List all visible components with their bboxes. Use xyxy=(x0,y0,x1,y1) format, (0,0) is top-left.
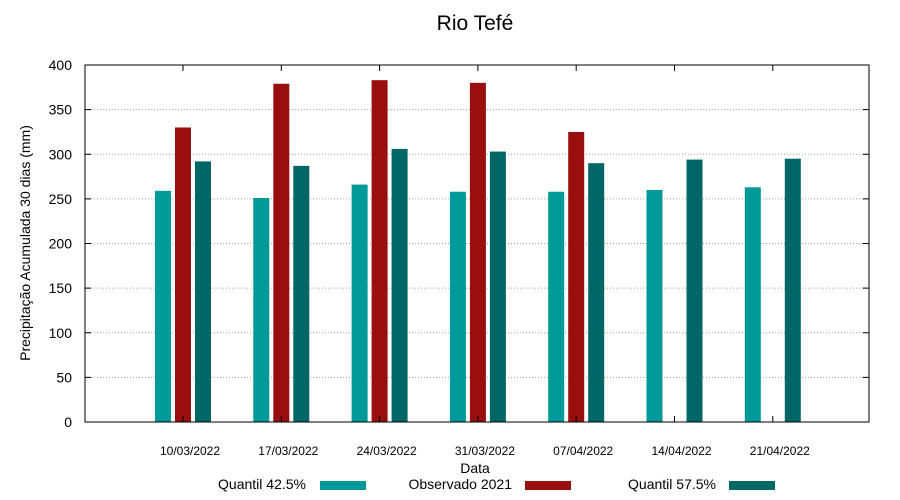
bars xyxy=(155,80,801,423)
x-tick-label: 10/03/2022 xyxy=(160,444,220,458)
x-tick-label: 24/03/2022 xyxy=(357,444,417,458)
legend-label: Quantil 57.5% xyxy=(628,476,716,492)
bar-series-1 xyxy=(351,184,368,422)
x-axis-label: Data xyxy=(460,460,490,476)
legend-swatch xyxy=(320,481,366,490)
y-tick-label: 0 xyxy=(64,414,72,430)
y-axis-label: Precipitação Acumulada 30 dias (mm) xyxy=(17,125,33,361)
chart-title: Rio Tefé xyxy=(437,12,514,35)
legend: Quantil 42.5% Observado 2021 Quantil 57.5% xyxy=(218,476,775,492)
y-tick-label: 250 xyxy=(49,191,73,207)
bar-series-1 xyxy=(646,189,663,422)
y-tick-label: 200 xyxy=(49,236,73,252)
bar-series-2 xyxy=(469,82,486,422)
bar-series-1 xyxy=(548,191,565,422)
bar-series-3 xyxy=(686,159,703,423)
legend-label: Quantil 42.5% xyxy=(218,476,306,492)
legend-swatch xyxy=(525,481,571,490)
bar-series-3 xyxy=(195,161,211,422)
bar-series-1 xyxy=(449,191,466,422)
legend-swatch xyxy=(729,481,775,490)
y-tick-label: 400 xyxy=(49,57,73,73)
bar-series-3 xyxy=(293,165,310,423)
y-tick-label: 50 xyxy=(56,369,72,385)
x-tick-label: 17/03/2022 xyxy=(258,444,318,458)
bar-series-2 xyxy=(273,83,290,423)
x-tick-label: 07/04/2022 xyxy=(553,444,613,458)
x-tick-label: 21/04/2022 xyxy=(750,444,810,458)
y-tick-label: 150 xyxy=(49,280,73,296)
bar-series-1 xyxy=(155,190,171,422)
x-tick-label: 31/03/2022 xyxy=(455,444,515,458)
bar-series-3 xyxy=(489,151,506,422)
x-tick-label: 14/04/2022 xyxy=(651,444,711,458)
legend-label: Observado 2021 xyxy=(408,476,512,492)
bar-series-2 xyxy=(568,131,585,422)
bar-series-2 xyxy=(371,80,388,423)
y-tick-label: 100 xyxy=(49,325,73,341)
bar-series-2 xyxy=(175,127,191,422)
bar-series-1 xyxy=(744,187,761,422)
bar-series-3 xyxy=(784,158,801,422)
bar-series-3 xyxy=(391,148,408,422)
bar-series-3 xyxy=(588,163,605,423)
y-tick-label: 350 xyxy=(49,102,73,118)
bar-series-1 xyxy=(253,197,270,422)
x-axis-ticks: 10/03/2022 17/03/2022 24/03/2022 31/03/2022… xyxy=(160,65,810,458)
y-axis-ticks: 0 50 100 150 200 250 300 350 400 xyxy=(49,57,869,430)
y-tick-label: 300 xyxy=(49,146,73,162)
